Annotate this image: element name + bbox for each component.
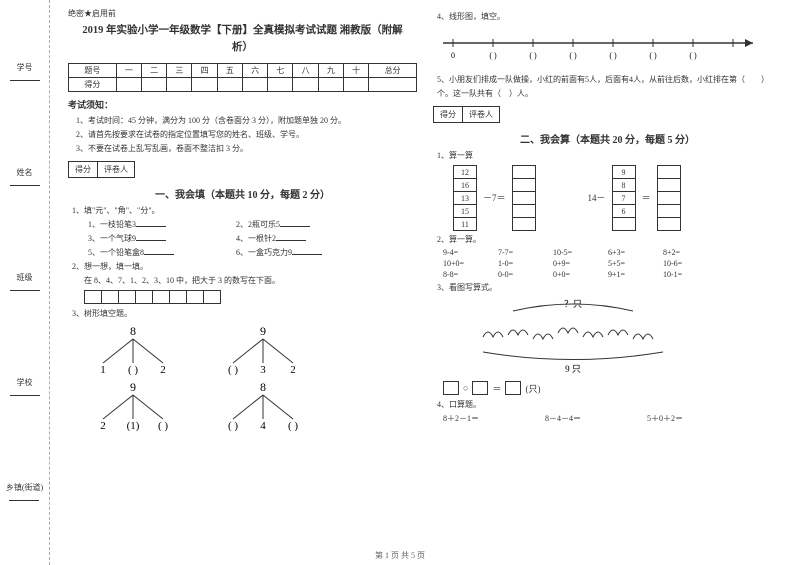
equation-boxes: ○＝(只) (443, 381, 782, 395)
svg-text:2: 2 (290, 364, 296, 375)
side-label: 学校 (10, 377, 40, 398)
notice-item: 1、考试时间：45 分钟，满分为 100 分（含卷面分 3 分），附加题单独 2… (76, 115, 417, 126)
tree-diagrams: 9 2 (1) ( ) 8 ( ) 4 ( ) (88, 381, 417, 431)
svg-text:( ): ( ) (489, 51, 497, 60)
calc-row: 10+0=1-0=0+9=5+5=10-6= (443, 259, 782, 268)
page-footer: 第 1 页 共 5 页 (0, 550, 800, 561)
svg-text:4: 4 (260, 420, 266, 431)
svg-text:( ): ( ) (649, 51, 657, 60)
svg-text:9 只: 9 只 (565, 364, 581, 374)
tree-diagrams: 8 1 ( ) 2 9 ( ) 3 2 (88, 325, 417, 375)
table-row: 得分 (69, 77, 417, 91)
exam-title: 2019 年实验小学一年级数学【下册】全真模拟考试试题 湘教版（附解 析） (68, 23, 417, 57)
svg-text:8: 8 (130, 325, 136, 338)
calc-diagram: 12 16 13 15 11 －7＝ 14－ 9 8 7 6 ＝ (453, 165, 782, 230)
section-1-title: 一、我会填（本题共 10 分，每题 2 分） (68, 186, 417, 201)
birds-figure: ？只 9 只 (463, 297, 683, 377)
svg-text:9: 9 (130, 381, 136, 394)
svg-text:2: 2 (100, 420, 106, 431)
question: 1、填"元"、"角"、"分"。 (72, 205, 417, 216)
svg-text:2: 2 (160, 364, 166, 375)
question-items: 3、一个气球9 4、一根针2 (72, 233, 417, 244)
calc-row: 9-4=7-7=10-5=6+3=8+2= (443, 248, 782, 257)
section-2-title: 二、我会算（本题共 20 分，每题 5 分） (433, 131, 782, 146)
score-table: 题号一二 三四五 六七八 九十总分 得分 (68, 63, 417, 92)
svg-text:0: 0 (451, 51, 455, 60)
left-column: 绝密★启用前 2019 年实验小学一年级数学【下册】全真模拟考试试题 湘教版（附… (60, 8, 425, 557)
grader-box: 得分评卷人 (68, 161, 135, 178)
notice-title: 考试须知： (68, 98, 417, 111)
svg-text:9: 9 (260, 325, 266, 338)
calc-row: 8＋2－1＝ 8－4－4＝ 5＋0＋2＝ (443, 413, 782, 424)
question: 4、线形图，填空。 (437, 11, 782, 22)
tree-diagram: 8 1 ( ) 2 (88, 325, 178, 375)
question: 1、算一算 (437, 150, 782, 161)
question: 3、看图写算式。 (437, 282, 782, 293)
svg-text:( ): ( ) (228, 420, 238, 431)
svg-text:( ): ( ) (128, 364, 138, 375)
svg-text:( ): ( ) (689, 51, 697, 60)
svg-text:8: 8 (260, 381, 266, 394)
svg-text:(1): (1) (127, 420, 140, 431)
svg-text:1: 1 (100, 364, 106, 375)
svg-text:( ): ( ) (228, 364, 238, 375)
question: 个。这一队共有（ ）人。 (437, 88, 782, 99)
side-label: 学号 (10, 62, 40, 83)
page-body: 绝密★启用前 2019 年实验小学一年级数学【下册】全真模拟考试试题 湘教版（附… (50, 0, 800, 565)
number-line: 0 ( ) ( ) ( ) ( ) ( ) ( ) (433, 28, 763, 68)
notice-item: 2、请首先按要求在试卷的指定位置填写您的姓名、班级、学号。 (76, 129, 417, 140)
right-column: 4、线形图，填空。 0 ( ) ( ) ( ) ( ) ( ) ( ) 5、小朋… (425, 8, 790, 557)
svg-text:( ): ( ) (288, 420, 298, 431)
grader-box: 得分评卷人 (433, 106, 500, 123)
question-text: 在 8、4、7、1、2、3、10 中，把大于 3 的数写在下面。 (84, 275, 417, 286)
side-label: 乡镇(街道) (6, 482, 43, 503)
question: 5、小朋友们排成一队做操，小红的前面有5人，后面有4人，从前往后数，小红排在第（… (437, 74, 782, 85)
question: 2、算一算。 (437, 234, 782, 245)
tree-diagram: 9 2 (1) ( ) (88, 381, 178, 431)
secret-label: 绝密★启用前 (68, 8, 417, 19)
question: 2、想一想，填一填。 (72, 261, 417, 272)
tree-diagram: 8 ( ) 4 ( ) (218, 381, 308, 431)
question-items: 1、一枝铅笔3 2、2瓶可乐5 (72, 219, 417, 230)
side-label: 班级 (10, 272, 40, 293)
binding-margin: 学号 姓名 班级 学校 乡镇(街道) (0, 0, 50, 565)
svg-text:( ): ( ) (158, 420, 168, 431)
question-items: 5、一个铅笔盒8 6、一盒巧克力9 (72, 247, 417, 258)
side-label: 姓名 (10, 167, 40, 188)
notice-item: 3、不要在试卷上乱写乱画，卷面不整洁扣 3 分。 (76, 143, 417, 154)
calc-row: 8-8=0-0=0+0=9+1=10-1= (443, 270, 782, 279)
svg-text:( ): ( ) (529, 51, 537, 60)
question: 4、口算题。 (437, 399, 782, 410)
answer-boxes (84, 290, 417, 304)
svg-text:3: 3 (260, 364, 266, 375)
tree-diagram: 9 ( ) 3 2 (218, 325, 308, 375)
svg-text:( ): ( ) (609, 51, 617, 60)
table-row: 题号一二 三四五 六七八 九十总分 (69, 63, 417, 77)
svg-text:( ): ( ) (569, 51, 577, 60)
question: 3、树形填空题。 (72, 308, 417, 319)
